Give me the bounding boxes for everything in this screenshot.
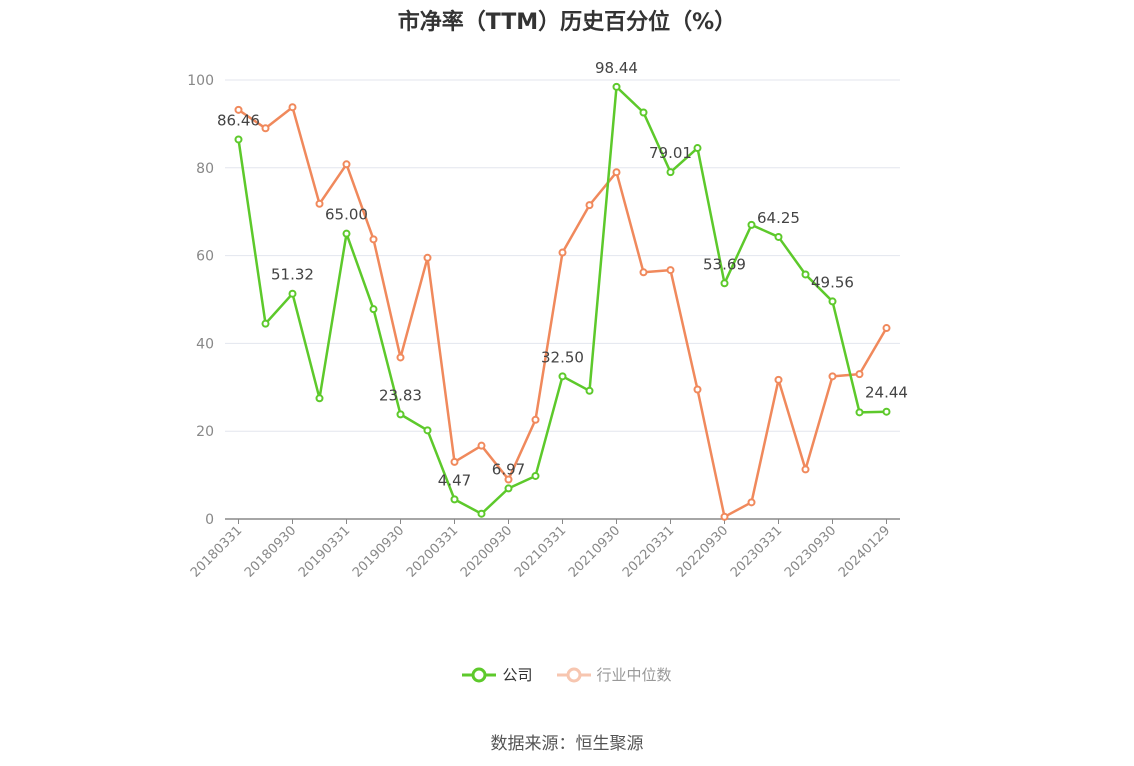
legend: 公司 行业中位数 (0, 664, 1134, 685)
x-tick-label: 20210331 (512, 523, 569, 580)
data-label: 79.01 (649, 144, 692, 162)
x-tick-label: 20190331 (296, 523, 353, 580)
data-point-company[interactable] (855, 408, 864, 417)
data-point-industry-median[interactable] (855, 370, 864, 379)
data-source: 数据来源：恒生聚源 (490, 734, 644, 754)
data-point-company[interactable] (423, 426, 432, 435)
data-point-industry-median[interactable] (423, 253, 432, 262)
data-point-industry-median[interactable] (531, 415, 540, 424)
data-label: 65.00 (325, 206, 368, 224)
data-point-company[interactable] (234, 135, 243, 144)
data-point-company[interactable] (261, 319, 270, 328)
data-point-industry-median[interactable] (639, 268, 648, 277)
x-tick-label: 20230930 (782, 523, 839, 580)
chart-title: 市净率（TTM）历史百分位（%） (397, 10, 737, 35)
data-point-industry-median[interactable] (612, 168, 621, 177)
x-tick-label: 20230331 (728, 523, 785, 580)
x-tick-label: 20180930 (242, 523, 299, 580)
data-point-industry-median[interactable] (234, 105, 243, 114)
data-label: 49.56 (811, 273, 854, 291)
data-label: 4.47 (438, 471, 471, 489)
data-point-company[interactable] (315, 394, 324, 403)
y-tick-label: 80 (196, 161, 214, 177)
data-point-industry-median[interactable] (774, 375, 783, 384)
data-label: 24.44 (865, 384, 908, 402)
data-point-company[interactable] (396, 410, 405, 419)
legend-label-industry-median: 行业中位数 (596, 666, 672, 684)
data-point-company[interactable] (531, 471, 540, 480)
data-point-company[interactable] (801, 270, 810, 279)
data-label: 64.25 (757, 209, 800, 227)
data-point-company[interactable] (450, 495, 459, 504)
data-point-company[interactable] (612, 82, 621, 91)
data-point-company[interactable] (369, 305, 378, 314)
data-point-industry-median[interactable] (504, 475, 513, 484)
data-point-company[interactable] (720, 279, 729, 288)
data-point-company[interactable] (504, 484, 513, 493)
legend-item-company[interactable]: 公司 (462, 664, 533, 685)
data-point-company[interactable] (558, 372, 567, 381)
data-point-industry-median[interactable] (585, 201, 594, 210)
x-tick-label: 20210930 (566, 523, 623, 580)
x-tick-label: 20220331 (620, 523, 677, 580)
data-label: 98.44 (595, 59, 638, 77)
data-point-company[interactable] (828, 297, 837, 306)
data-point-industry-median[interactable] (747, 498, 756, 507)
data-point-industry-median[interactable] (801, 465, 810, 474)
data-label: 51.32 (271, 266, 314, 284)
y-tick-label: 100 (187, 73, 214, 89)
y-tick-label: 60 (196, 249, 214, 265)
data-point-company[interactable] (693, 144, 702, 153)
x-tick-label: 20180331 (188, 523, 245, 580)
data-point-company[interactable] (342, 229, 351, 238)
legend-label-company: 公司 (502, 666, 533, 684)
data-point-industry-median[interactable] (450, 457, 459, 466)
data-point-industry-median[interactable] (369, 235, 378, 244)
legend-swatch-company (462, 667, 497, 682)
data-label: 53.69 (703, 255, 746, 273)
data-point-company[interactable] (477, 509, 486, 518)
data-label: 23.83 (379, 386, 422, 404)
data-point-industry-median[interactable] (666, 266, 675, 275)
legend-item-industry-median[interactable]: 行业中位数 (556, 664, 672, 685)
data-point-industry-median[interactable] (558, 248, 567, 257)
data-point-industry-median[interactable] (288, 103, 297, 112)
data-labels: 86.46 51.32 65.00 23.83 4.47 6.97 32.50 98.44 79… (217, 59, 908, 490)
data-point-company[interactable] (585, 386, 594, 395)
data-point-industry-median[interactable] (315, 199, 324, 208)
x-tick-label: 20240129 (836, 523, 893, 580)
data-point-company[interactable] (774, 232, 783, 241)
data-point-industry-median[interactable] (693, 385, 702, 394)
data-point-industry-median[interactable] (396, 353, 405, 362)
legend-swatch-industry-median (556, 667, 591, 682)
y-tick-label: 20 (196, 424, 214, 440)
data-label: 32.50 (541, 348, 584, 366)
y-tick-label: 0 (205, 512, 214, 528)
data-point-industry-median[interactable] (477, 441, 486, 450)
data-point-industry-median[interactable] (828, 372, 837, 381)
data-point-industry-median[interactable] (720, 512, 729, 521)
data-label: 6.97 (492, 460, 525, 478)
x-tick-label: 20220930 (674, 523, 731, 580)
series (234, 82, 891, 521)
x-tick-label: 20200930 (458, 523, 515, 580)
x-tick-label: 20190930 (350, 523, 407, 580)
data-point-industry-median[interactable] (342, 160, 351, 169)
data-point-industry-median[interactable] (261, 124, 270, 133)
axes: 0 20 40 60 80 100 2018033120180930201903312019… (187, 73, 900, 581)
data-point-company[interactable] (882, 407, 891, 416)
y-tick-label: 40 (196, 336, 214, 352)
series-line-company (237, 85, 887, 515)
x-tick-label: 20200331 (404, 523, 461, 580)
data-point-company[interactable] (639, 108, 648, 117)
data-label: 86.46 (217, 111, 260, 129)
data-point-company[interactable] (747, 220, 756, 229)
data-point-company[interactable] (288, 289, 297, 298)
data-point-company[interactable] (666, 168, 675, 177)
data-point-industry-median[interactable] (882, 324, 891, 333)
series-line-industry-median (237, 105, 888, 519)
